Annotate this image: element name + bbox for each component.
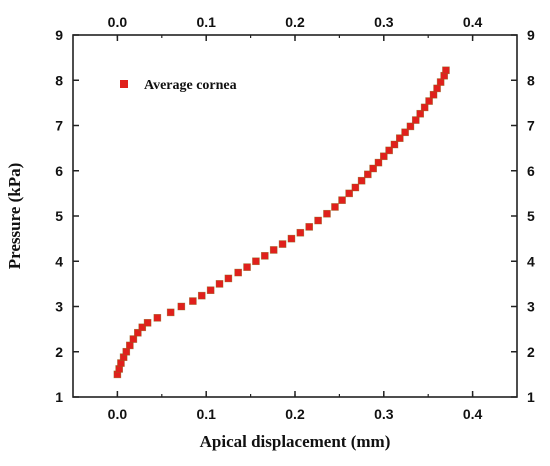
x-tick-label-bottom: 0.0 xyxy=(108,406,128,422)
x-tick-label-top: 0.4 xyxy=(463,14,483,30)
data-point xyxy=(134,328,142,337)
data-point xyxy=(197,291,206,300)
tick-marks xyxy=(73,34,517,398)
data-point xyxy=(433,84,441,93)
y-tick-label-right: 6 xyxy=(527,163,535,179)
data-point xyxy=(143,318,152,327)
data-point xyxy=(129,335,138,343)
data-point xyxy=(390,140,399,149)
data-point xyxy=(122,347,131,356)
x-tick-label-bottom: 0.1 xyxy=(196,406,216,422)
y-tick-label-right: 2 xyxy=(527,344,535,360)
y-tick-label-left: 9 xyxy=(55,27,63,43)
data-point xyxy=(126,341,134,350)
data-point xyxy=(261,252,269,260)
data-point xyxy=(420,103,429,112)
data-point xyxy=(177,302,186,311)
data-point xyxy=(338,196,346,204)
data-point xyxy=(385,146,393,155)
data-point xyxy=(442,66,450,75)
data-point xyxy=(401,128,409,137)
data-point xyxy=(215,280,224,288)
y-axis-title: Pressure (kPa) xyxy=(5,163,24,270)
y-tick-label-left: 5 xyxy=(55,208,63,224)
data-point xyxy=(425,97,433,105)
data-point xyxy=(138,323,147,332)
data-point xyxy=(331,203,339,211)
data-point xyxy=(364,170,372,179)
data-point xyxy=(395,134,404,142)
legend: Average cornea xyxy=(120,78,237,93)
data-points xyxy=(113,66,450,379)
y-tick-label-right: 9 xyxy=(527,27,535,43)
data-point xyxy=(243,263,251,271)
y-tick-label-left: 6 xyxy=(55,163,63,179)
x-tick-label-bottom: 0.3 xyxy=(374,406,394,422)
y-tick-label-right: 5 xyxy=(527,208,535,224)
data-point xyxy=(314,216,322,225)
data-point xyxy=(345,189,353,198)
data-point xyxy=(379,152,388,161)
x-axis-title: Apical displacement (mm) xyxy=(200,432,391,451)
data-point xyxy=(234,268,242,277)
data-point xyxy=(269,246,278,254)
data-point xyxy=(436,78,445,86)
tick-labels: 0.0 0.0 0.1 0.1 0.2 0.2 0.3 0.3 0.4 0.4 1 1 2 2 3 3 4 4 5 5… xyxy=(55,14,535,422)
data-point xyxy=(252,257,260,266)
y-tick-label-right: 7 xyxy=(527,118,535,134)
data-point xyxy=(351,183,360,192)
y-tick-label-right: 1 xyxy=(527,389,535,405)
x-tick-label-bottom: 0.2 xyxy=(285,406,305,422)
data-point xyxy=(189,297,197,305)
legend-marker xyxy=(120,80,128,88)
y-tick-label-right: 4 xyxy=(527,253,535,269)
y-tick-label-left: 1 xyxy=(55,389,63,405)
data-point xyxy=(278,240,287,248)
y-tick-label-right: 8 xyxy=(527,72,535,88)
x-tick-label-top: 0.2 xyxy=(285,14,305,30)
y-tick-label-right: 3 xyxy=(527,299,535,315)
data-point xyxy=(369,164,377,173)
plot-frame xyxy=(72,34,518,398)
x-tick-label-top: 0.0 xyxy=(108,14,128,30)
data-point xyxy=(411,116,420,124)
y-tick-label-left: 8 xyxy=(55,72,63,88)
data-point xyxy=(153,314,162,322)
data-point xyxy=(323,209,331,218)
x-tick-label-top: 0.3 xyxy=(374,14,394,30)
legend-label: Average cornea xyxy=(144,78,237,93)
data-point xyxy=(406,122,415,131)
y-tick-label-left: 7 xyxy=(55,118,63,134)
y-tick-label-left: 3 xyxy=(55,299,63,315)
x-tick-label-bottom: 0.4 xyxy=(463,406,483,422)
data-point xyxy=(206,286,215,295)
data-point xyxy=(416,109,425,118)
data-point xyxy=(429,90,438,99)
data-point xyxy=(374,158,383,167)
data-point xyxy=(296,228,305,237)
data-point xyxy=(305,223,314,231)
y-tick-label-left: 4 xyxy=(55,253,63,269)
data-point xyxy=(287,234,296,243)
x-tick-label-top: 0.1 xyxy=(196,14,216,30)
data-point xyxy=(166,308,175,317)
data-point xyxy=(224,274,233,283)
data-point xyxy=(357,176,366,185)
y-tick-label-left: 2 xyxy=(55,344,63,360)
